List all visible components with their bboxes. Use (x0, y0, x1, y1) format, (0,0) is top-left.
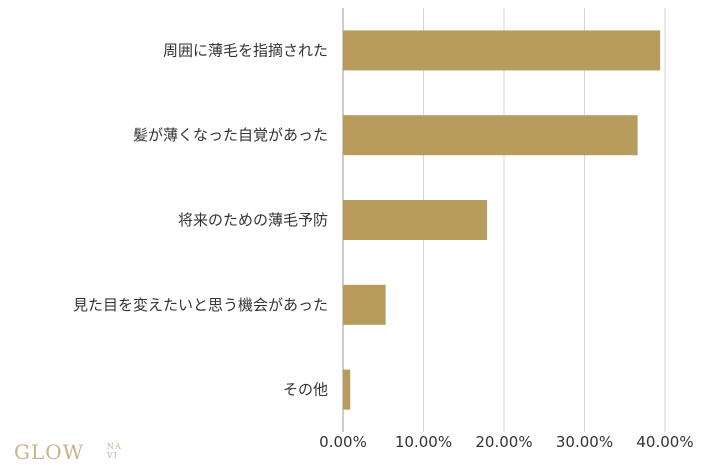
logo-text: GLOW (14, 440, 85, 464)
bar (343, 284, 386, 325)
bar (343, 369, 351, 410)
category-label: 見た目を変えたいと思う機会があった (73, 296, 328, 314)
glow-navi-logo: GLOW NA VI (14, 440, 121, 464)
x-tick-label: 40.00% (636, 433, 693, 451)
bar (343, 200, 488, 240)
category-label: 髪が薄くなった自覚があった (133, 126, 328, 144)
category-label: その他 (283, 381, 328, 399)
logo-subtext: NA VI (107, 442, 122, 460)
x-tick-label: 0.00% (319, 433, 367, 451)
x-tick-label: 30.00% (556, 433, 613, 451)
bar (343, 115, 638, 156)
bar (343, 30, 661, 71)
x-tick-label: 10.00% (395, 433, 452, 451)
x-tick-label: 20.00% (475, 433, 532, 451)
category-label: 将来のための薄毛予防 (178, 211, 328, 229)
category-label: 周囲に薄毛を指摘された (163, 41, 328, 59)
